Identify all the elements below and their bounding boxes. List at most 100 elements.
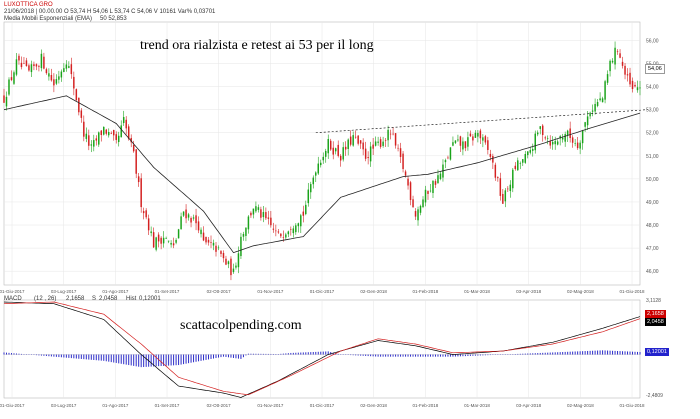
macd-histogram-bar: [131, 355, 132, 366]
ohlc-readout: 21/06/2018 | 00.00.00 O 53,74 H 54,06 L …: [4, 9, 215, 16]
time-tick-label: 03-Lug-2017: [51, 289, 77, 294]
candle-body: [283, 237, 284, 238]
macd-histogram-bar: [313, 352, 314, 355]
signal-value: 2,0458: [99, 296, 117, 303]
macd-histogram-bar: [255, 354, 256, 355]
candle-body: [133, 145, 134, 151]
candle-body: [163, 238, 164, 244]
macd-histogram-bar: [201, 355, 202, 361]
candle-body: [594, 104, 595, 111]
candle-body: [56, 79, 57, 84]
macd-histogram-bar: [258, 354, 259, 355]
macd-histogram-bar: [477, 355, 478, 356]
macd-histogram-bar: [620, 351, 621, 354]
candle-body: [505, 190, 506, 201]
candle-body: [125, 120, 126, 129]
candle-body: [562, 138, 563, 140]
candle-body: [68, 66, 69, 68]
macd-histogram-bar: [206, 355, 207, 360]
candle-body: [475, 133, 476, 138]
macd-time-tick-label: 01-Dic-2017: [310, 403, 335, 408]
macd-histogram-bar: [602, 350, 603, 354]
candle-body: [78, 98, 79, 113]
candle-body: [387, 130, 388, 140]
macd-histogram-bar: [567, 352, 568, 355]
candle-body: [178, 229, 179, 238]
macd-histogram-bar: [265, 354, 266, 355]
macd-histogram-bar: [18, 354, 19, 355]
macd-histogram-bar: [413, 355, 414, 357]
macd-histogram-bar: [467, 355, 468, 356]
macd-histogram-bar: [363, 355, 364, 356]
price-tick-label: 47,00: [646, 246, 659, 252]
candle-body: [522, 159, 523, 163]
candle-body: [357, 136, 358, 144]
candle-body: [36, 64, 37, 66]
macd-histogram-bar: [181, 355, 182, 365]
candle-body: [457, 139, 458, 140]
macd-histogram-bar: [280, 354, 281, 355]
time-tick-label: 01-Dic-2017: [310, 289, 335, 294]
candle-body: [490, 154, 491, 157]
candle-body: [38, 66, 39, 67]
candle-body: [238, 253, 239, 267]
candle-body: [98, 132, 99, 144]
candle-body: [155, 237, 156, 249]
macd-time-tick-label: 02-Gen-2018: [360, 403, 387, 408]
macd-histogram-bar: [378, 355, 379, 357]
macd-histogram-bar: [38, 355, 39, 356]
candle-body: [452, 142, 453, 146]
macd-histogram-bar: [141, 355, 142, 368]
macd-histogram-bar: [126, 355, 127, 365]
macd-histogram-bar: [550, 353, 551, 355]
candle-body: [492, 156, 493, 163]
macd-histogram-bar: [490, 355, 491, 356]
candle-body: [193, 217, 194, 218]
candle-body: [223, 253, 224, 258]
candle-body: [33, 64, 34, 66]
candle-body: [450, 147, 451, 159]
candle-body: [263, 212, 264, 217]
macd-histogram-bar: [128, 355, 129, 366]
macd-time-tick-label: 02-Mag-2018: [567, 403, 594, 408]
candle-body: [88, 135, 89, 145]
candle-body: [609, 61, 610, 71]
macd-histogram-bar: [223, 355, 224, 357]
macd-time-tick-label: 03-Apr-2018: [516, 403, 542, 408]
macd-histogram-bar: [560, 352, 561, 354]
candle-body: [21, 63, 22, 67]
macd-histogram-bar: [111, 355, 112, 363]
candle-body: [367, 157, 368, 158]
macd-histogram-bar: [383, 355, 384, 357]
candle-body: [255, 206, 256, 211]
candle-body: [258, 207, 259, 210]
candle-body: [63, 68, 64, 72]
macd-histogram-bar: [472, 355, 473, 356]
macd-histogram-bar: [108, 355, 109, 362]
candle-body: [6, 97, 7, 107]
candle-body: [293, 228, 294, 233]
macd-histogram-bar: [106, 355, 107, 362]
macd-histogram-bar: [250, 354, 251, 355]
candle-body: [340, 156, 341, 161]
candle-body: [417, 209, 418, 220]
macd-histogram-bar: [233, 355, 234, 358]
candle-body: [260, 209, 261, 217]
macd-histogram-bar: [622, 351, 623, 354]
candle-body: [208, 240, 209, 243]
candle-body: [73, 77, 74, 89]
candle-body: [86, 134, 87, 139]
macd-histogram-bar: [295, 353, 296, 355]
candle-body: [405, 171, 406, 175]
candle-body: [111, 133, 112, 134]
candle-body: [135, 149, 136, 173]
macd-histogram-bar: [625, 351, 626, 354]
candle-body: [587, 116, 588, 125]
candle-body: [392, 134, 393, 135]
signal-label: S: [92, 296, 96, 303]
candle-body: [228, 261, 229, 264]
candle-body: [295, 225, 296, 232]
macd-histogram-bar: [260, 354, 261, 355]
